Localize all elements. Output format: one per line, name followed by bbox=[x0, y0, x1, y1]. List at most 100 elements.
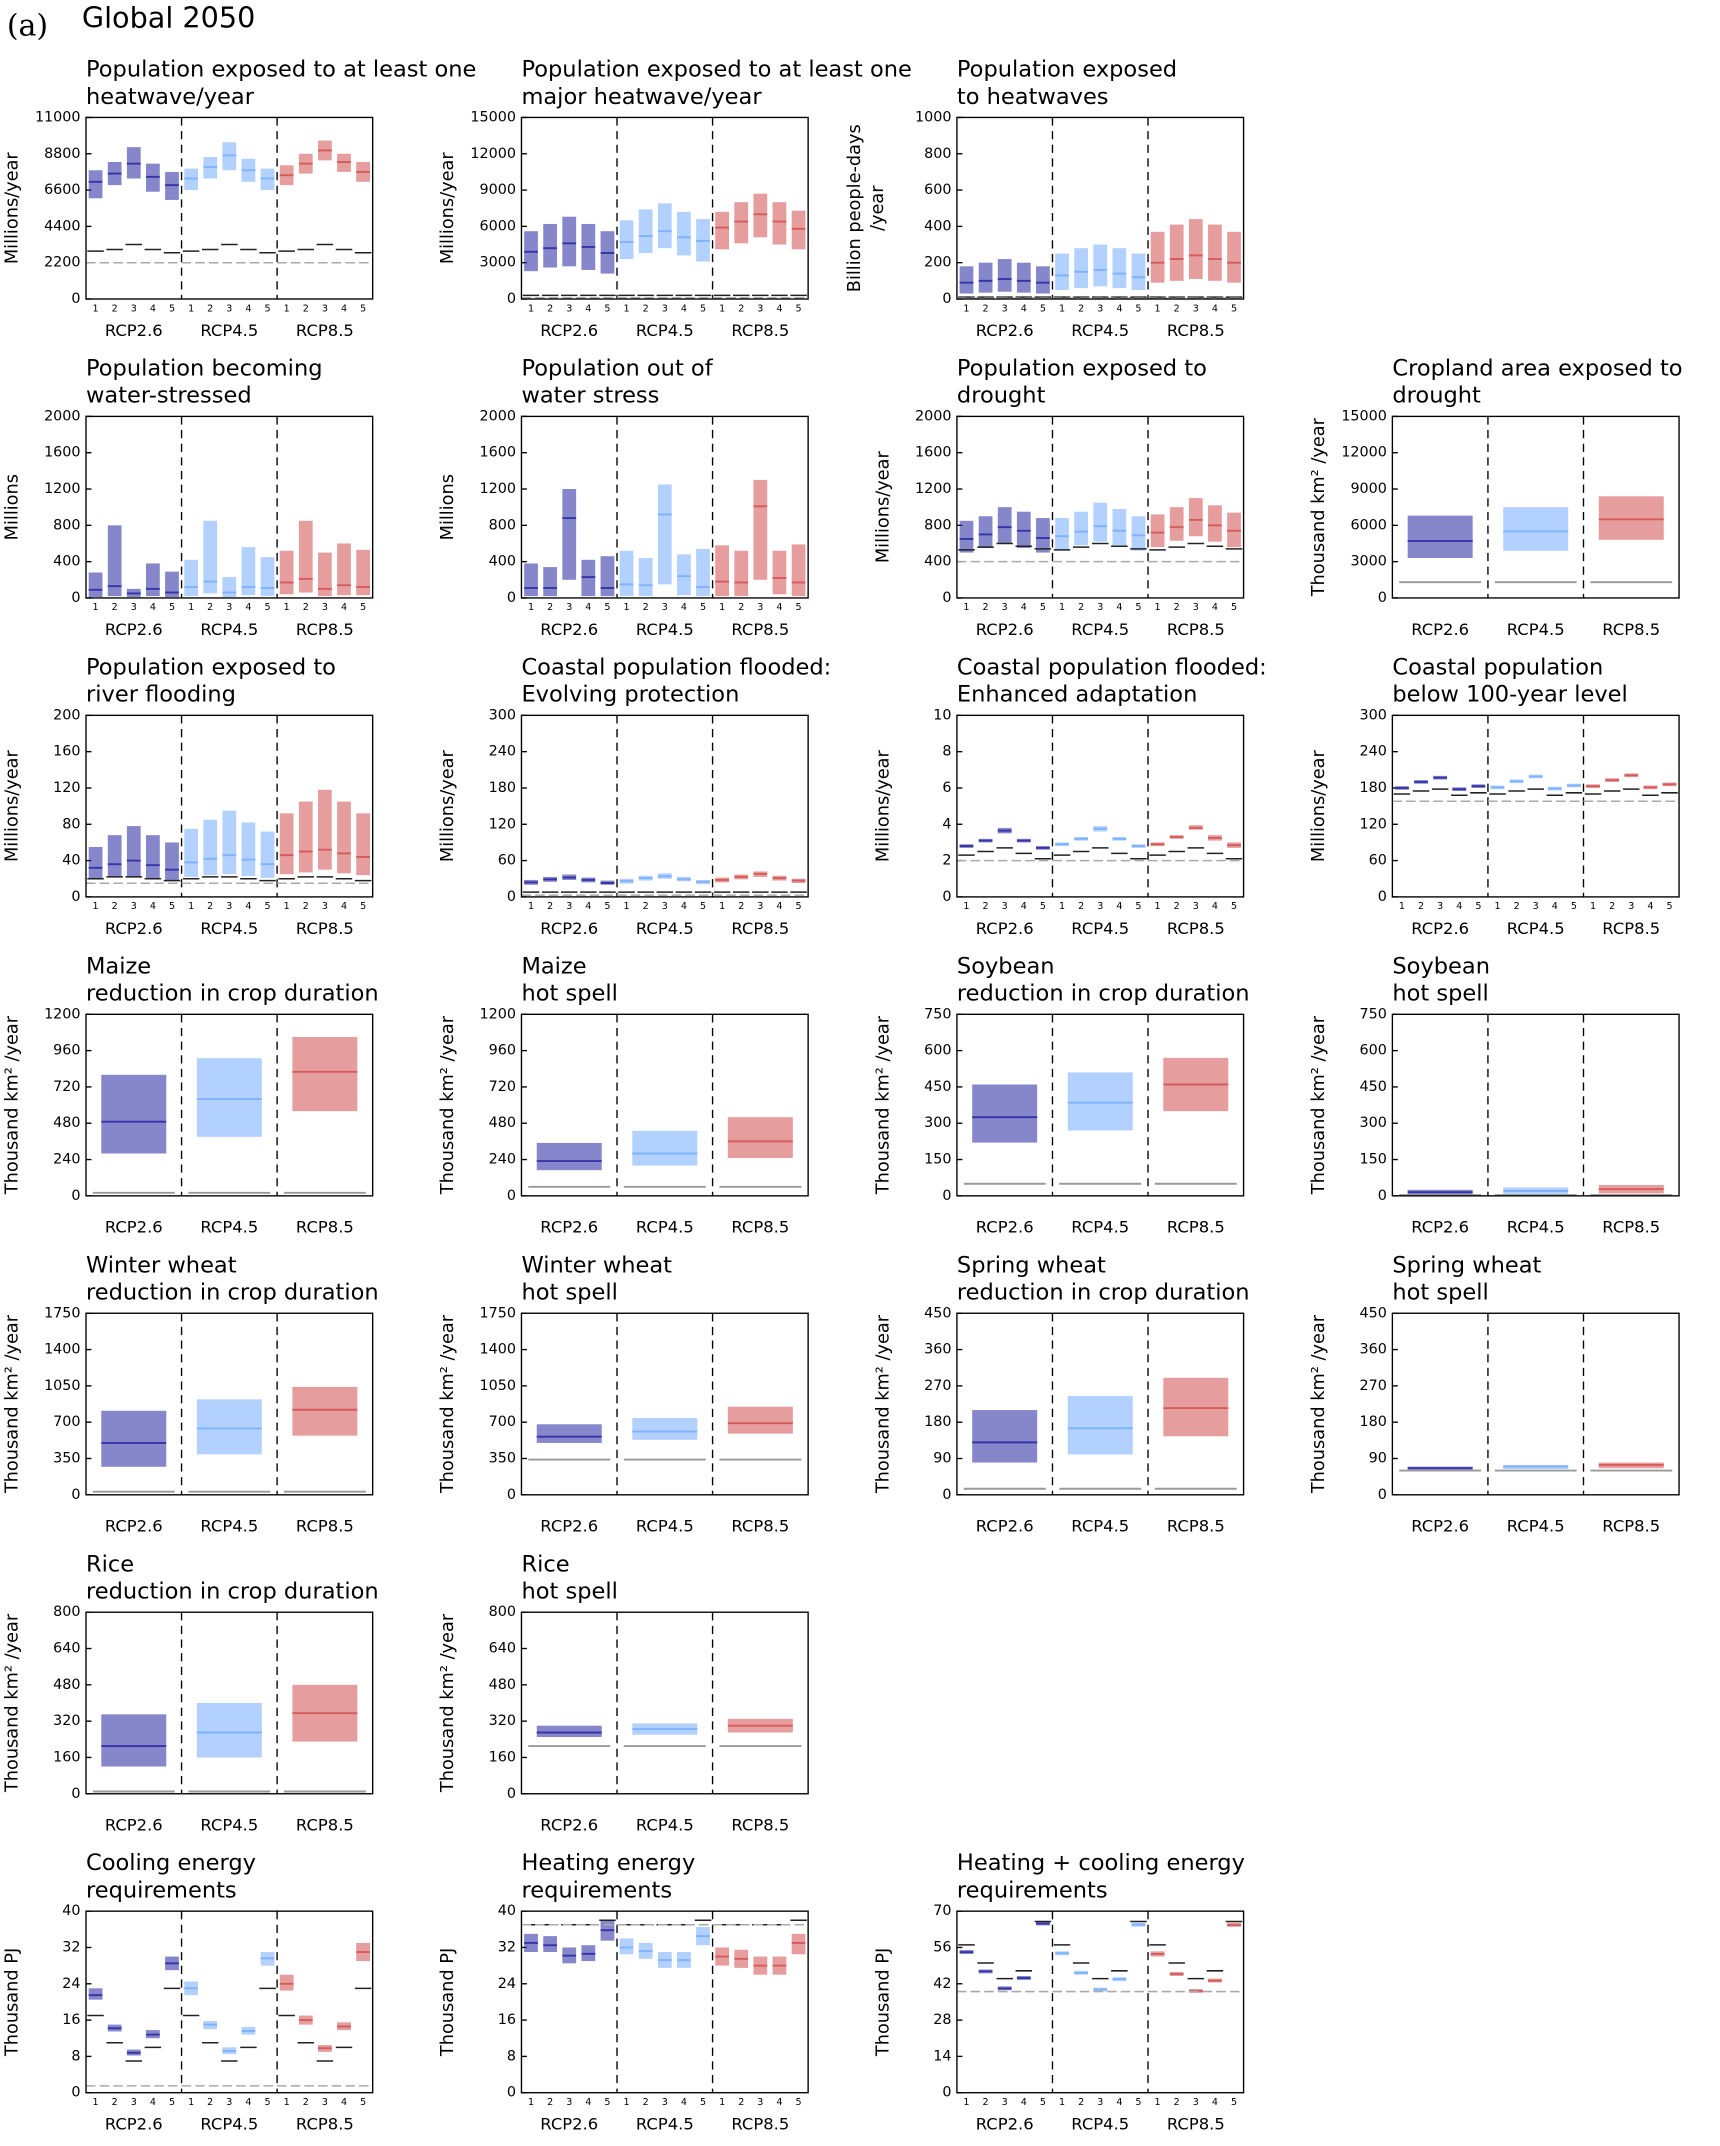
x-group-label: RCP4.5 bbox=[1071, 1218, 1129, 1237]
x-tick-label: 2 bbox=[1174, 602, 1180, 613]
y-tick-label: 56 bbox=[933, 1939, 951, 1955]
y-tick-label: 180 bbox=[1360, 780, 1387, 796]
x-tick-label: 4 bbox=[1456, 901, 1462, 912]
x-tick-label: 2 bbox=[112, 901, 118, 912]
plot-frame bbox=[1391, 1312, 1680, 1496]
x-group-label: RCP2.6 bbox=[105, 2115, 163, 2134]
x-tick-label: 2 bbox=[303, 602, 309, 613]
y-tick-label: 800 bbox=[489, 517, 516, 533]
x-group-label: RCP2.6 bbox=[1411, 919, 1469, 938]
x-tick-label: 1 bbox=[188, 602, 194, 613]
range-bar bbox=[543, 1936, 558, 1953]
x-group-label: RCP2.6 bbox=[976, 919, 1034, 938]
x-group-label: RCP2.6 bbox=[540, 1816, 598, 1835]
x-group-label: RCP8.5 bbox=[1167, 919, 1225, 938]
x-tick-label: 3 bbox=[1437, 901, 1443, 912]
y-tick-label: 480 bbox=[489, 1115, 516, 1131]
range-bar bbox=[107, 835, 122, 877]
x-tick-label: 3 bbox=[662, 303, 668, 314]
x-group-label: RCP8.5 bbox=[1167, 620, 1225, 639]
x-tick-label: 4 bbox=[1212, 2097, 1218, 2108]
panel-title: Population exposed to at least one bbox=[86, 56, 476, 82]
range-bar bbox=[241, 547, 256, 596]
x-group-label: RCP2.6 bbox=[105, 321, 163, 340]
x-tick-label: 5 bbox=[604, 303, 610, 314]
plot-frame bbox=[1391, 1013, 1680, 1197]
x-group-label: RCP2.6 bbox=[976, 2115, 1034, 2134]
y-tick-label: 270 bbox=[1360, 1378, 1387, 1394]
y-tick-label: 14 bbox=[933, 2048, 951, 2064]
x-tick-label: 3 bbox=[566, 303, 572, 314]
x-tick-label: 3 bbox=[1097, 901, 1103, 912]
x-tick-label: 4 bbox=[1116, 303, 1122, 314]
y-tick-label: 1200 bbox=[480, 1006, 516, 1022]
panel-title: reduction in crop duration bbox=[957, 981, 1250, 1007]
panel-title: Population exposed to bbox=[86, 654, 336, 680]
panel: Population exposed to at least oneheatwa… bbox=[3, 56, 477, 339]
y-tick-label: 240 bbox=[489, 744, 516, 760]
y-tick-label: 450 bbox=[924, 1079, 951, 1095]
y-tick-label: 1400 bbox=[480, 1342, 516, 1358]
x-tick-label: 3 bbox=[1193, 901, 1199, 912]
range-bar bbox=[638, 558, 653, 597]
x-group-label: RCP2.6 bbox=[105, 1218, 163, 1237]
x-group-label: RCP4.5 bbox=[200, 620, 258, 639]
y-tick-label: 90 bbox=[933, 1450, 951, 1466]
x-tick-label: 3 bbox=[662, 901, 668, 912]
plot-frame bbox=[956, 1013, 1245, 1197]
y-tick-label: 600 bbox=[924, 182, 951, 198]
panel: Coastal population flooded:Enhanced adap… bbox=[874, 654, 1267, 937]
y-tick-label: 480 bbox=[489, 1677, 516, 1693]
range-bar bbox=[222, 810, 237, 875]
range-bar bbox=[632, 1130, 698, 1166]
x-tick-label: 1 bbox=[528, 901, 534, 912]
range-bar bbox=[1112, 508, 1127, 546]
panel-title: reduction in crop duration bbox=[86, 981, 379, 1007]
x-tick-label: 3 bbox=[322, 602, 328, 613]
y-tick-label: 270 bbox=[924, 1378, 951, 1394]
x-tick-label: 4 bbox=[245, 901, 251, 912]
x-tick-label: 1 bbox=[624, 303, 630, 314]
range-bar bbox=[727, 1406, 793, 1434]
y-tick-label: 28 bbox=[933, 2012, 951, 2028]
y-tick-label: 1200 bbox=[480, 481, 516, 497]
panel-title: requirements bbox=[521, 1878, 672, 1904]
range-bar bbox=[1055, 253, 1069, 290]
y-tick-label: 0 bbox=[942, 889, 951, 905]
x-group-label: RCP8.5 bbox=[731, 1816, 789, 1835]
range-bar bbox=[1036, 518, 1050, 553]
x-group-label: RCP2.6 bbox=[105, 620, 163, 639]
y-tick-label: 300 bbox=[924, 1115, 951, 1131]
x-group-label: RCP4.5 bbox=[1507, 620, 1565, 639]
panel-title: Population exposed to at least one bbox=[521, 56, 911, 82]
y-tick-label: 800 bbox=[53, 1604, 80, 1620]
y-tick-label: 0 bbox=[1378, 590, 1387, 606]
x-tick-label: 3 bbox=[131, 2097, 137, 2108]
range-bar bbox=[734, 550, 749, 597]
x-tick-label: 5 bbox=[1040, 602, 1046, 613]
x-tick-label: 4 bbox=[1021, 602, 1027, 613]
x-tick-label: 5 bbox=[604, 2097, 610, 2108]
x-tick-label: 4 bbox=[1021, 2097, 1027, 2108]
panel: Population exposed to at least onemajor … bbox=[438, 56, 912, 339]
x-tick-label: 4 bbox=[1116, 2097, 1122, 2108]
x-tick-label: 1 bbox=[284, 303, 290, 314]
y-tick-label: 0 bbox=[942, 291, 951, 307]
y-tick-label: 24 bbox=[62, 1976, 80, 1992]
y-tick-label: 0 bbox=[1378, 1487, 1387, 1503]
x-tick-label: 3 bbox=[1002, 602, 1008, 613]
x-group-label: RCP8.5 bbox=[731, 321, 789, 340]
panel-title: water stress bbox=[521, 383, 659, 409]
x-tick-label: 1 bbox=[528, 303, 534, 314]
y-tick-label: 8 bbox=[71, 2048, 80, 2064]
x-tick-label: 1 bbox=[93, 303, 99, 314]
x-tick-label: 4 bbox=[1647, 901, 1653, 912]
y-tick-label: 320 bbox=[53, 1713, 80, 1729]
x-tick-label: 1 bbox=[93, 602, 99, 613]
plot-frame bbox=[520, 1013, 809, 1197]
x-group-label: RCP8.5 bbox=[1602, 919, 1660, 938]
y-tick-label: 40 bbox=[62, 853, 80, 869]
x-tick-label: 2 bbox=[112, 2097, 118, 2108]
x-group-label: RCP2.6 bbox=[540, 1517, 598, 1536]
